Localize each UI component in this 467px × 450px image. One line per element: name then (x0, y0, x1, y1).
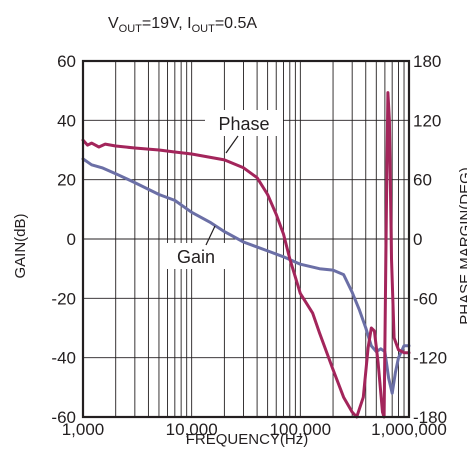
gain-label-box (163, 243, 227, 269)
gain-series-label: Gain (177, 247, 215, 267)
y2-axis-label: PHASE MARGIN(DEG) (457, 167, 467, 325)
y-axis-label: GAIN(dB) (12, 213, 29, 278)
data-series (81, 91, 411, 419)
y2-tick-label: -180 (413, 408, 447, 427)
tick-labels: 6040200-20-40-60180120600-60-120-1801,00… (51, 52, 447, 439)
x-tick-label: 1,000 (62, 420, 105, 439)
y2-tick-label: 120 (413, 111, 441, 130)
plot-frame (81, 59, 411, 419)
series-line-gain (81, 157, 411, 395)
series-line-phase (81, 91, 411, 419)
test-conditions: VOUT=19V, IOUT=0.5A (108, 15, 257, 35)
y-tick-label: 20 (57, 171, 76, 190)
x-tick-label: 1,000,000 (371, 420, 447, 439)
phase-series-label: Phase (218, 114, 269, 134)
y-tick-label: -60 (51, 408, 76, 427)
phase-label-box (205, 110, 283, 136)
y2-tick-label: 0 (413, 230, 422, 249)
phase-leader-line (225, 135, 239, 154)
x-tick-label: 10,000 (166, 420, 218, 439)
x-tick-label: 100,000 (270, 420, 331, 439)
y2-tick-label: 60 (413, 171, 432, 190)
gain-leader-line (205, 225, 216, 246)
y-tick-label: -20 (51, 289, 76, 308)
y-tick-label: -40 (51, 349, 76, 368)
y-tick-label: 0 (67, 230, 76, 249)
y2-tick-label: 180 (413, 52, 441, 71)
x-axis-label: FREQUENCY(Hz) (186, 431, 309, 448)
y-tick-label: 40 (57, 111, 76, 130)
y-tick-label: 60 (57, 52, 76, 71)
y2-tick-label: -120 (413, 349, 447, 368)
y2-tick-label: -60 (413, 289, 438, 308)
